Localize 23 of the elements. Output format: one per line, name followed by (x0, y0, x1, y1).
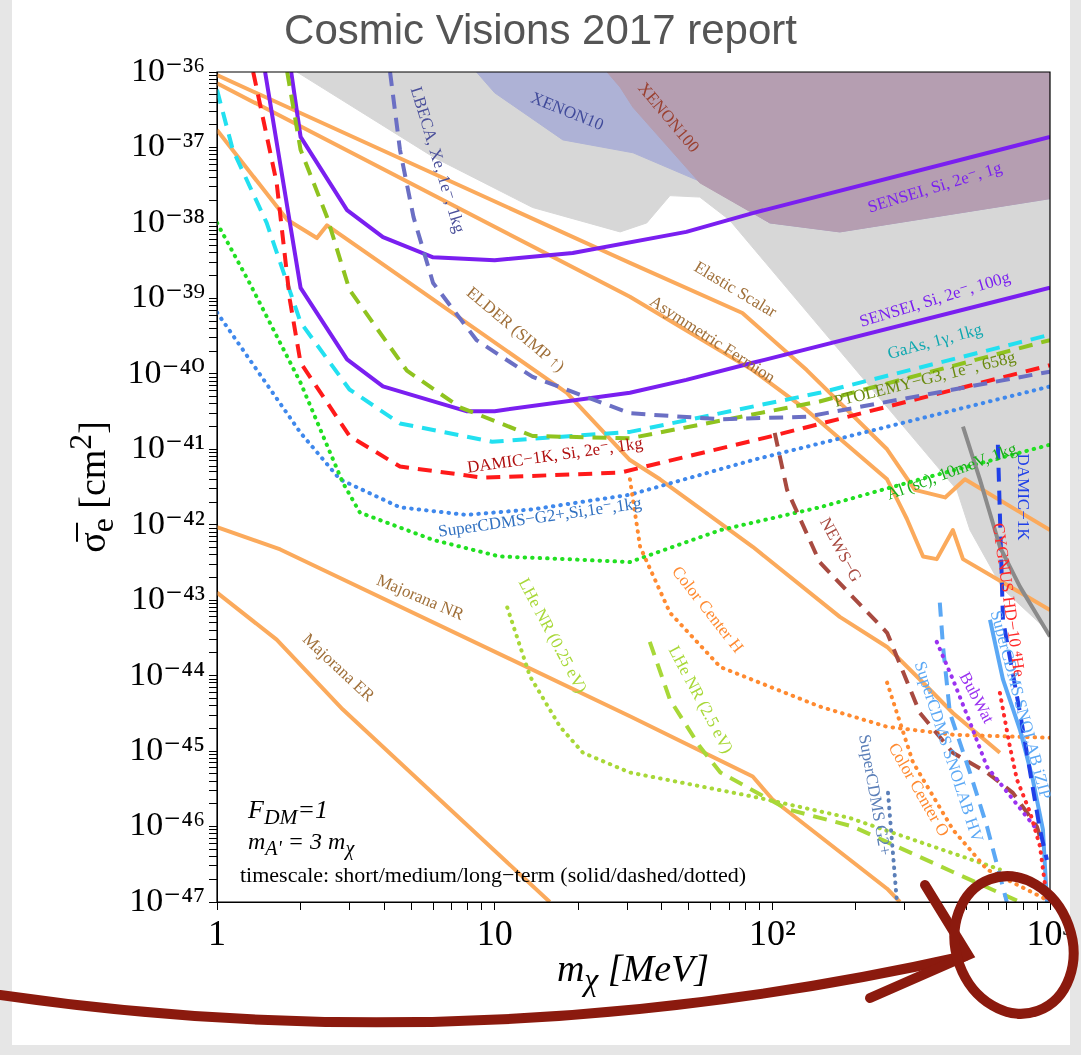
y-tick-label: 10⁻⁴⁷ (129, 880, 205, 918)
y-tick-label: 10⁻³⁹ (131, 277, 205, 315)
y-tick-label: 10⁻⁴⁰ (127, 352, 205, 390)
text: LHe NR (0.25 eV) (514, 574, 592, 697)
y-tick-label: 10⁻⁴⁴ (129, 654, 205, 692)
chart-title: Cosmic Visions 2017 report (284, 6, 797, 53)
y-tick-label: 10⁻⁴¹ (131, 428, 205, 466)
x-axis-title: m$_{χ}$ [MeV] (556, 947, 710, 997)
text: SENSEI, Si, 2e⁻, 1g (865, 157, 1005, 217)
text: LBECA, Xe, 1e⁻, 1kg (406, 84, 470, 236)
y-tick-label: 10⁻⁴⁵ (129, 730, 205, 768)
annotation: F$_{DM}$=1 (248, 795, 329, 830)
y-tick-label: 10⁻³⁶ (131, 50, 205, 88)
annotation: m$_{A'}$ = 3 m$_{χ}$ (248, 828, 355, 859)
x-tick-label: 1 (208, 913, 226, 954)
x-tick-label: 10 (476, 913, 513, 954)
text: DAMIC−1K, Si, 2e⁻, 1kg (465, 433, 645, 477)
y-tick-label: 10⁻³⁷ (131, 126, 205, 164)
x-tick-label: 10² (748, 913, 796, 954)
y-tick-label: 10⁻⁴⁶ (129, 805, 205, 843)
y-tick-label: 10⁻⁴³ (131, 579, 205, 617)
y-tick-label: 10⁻⁴² (131, 503, 205, 541)
y-tick-label: 10⁻³⁸ (131, 201, 205, 239)
